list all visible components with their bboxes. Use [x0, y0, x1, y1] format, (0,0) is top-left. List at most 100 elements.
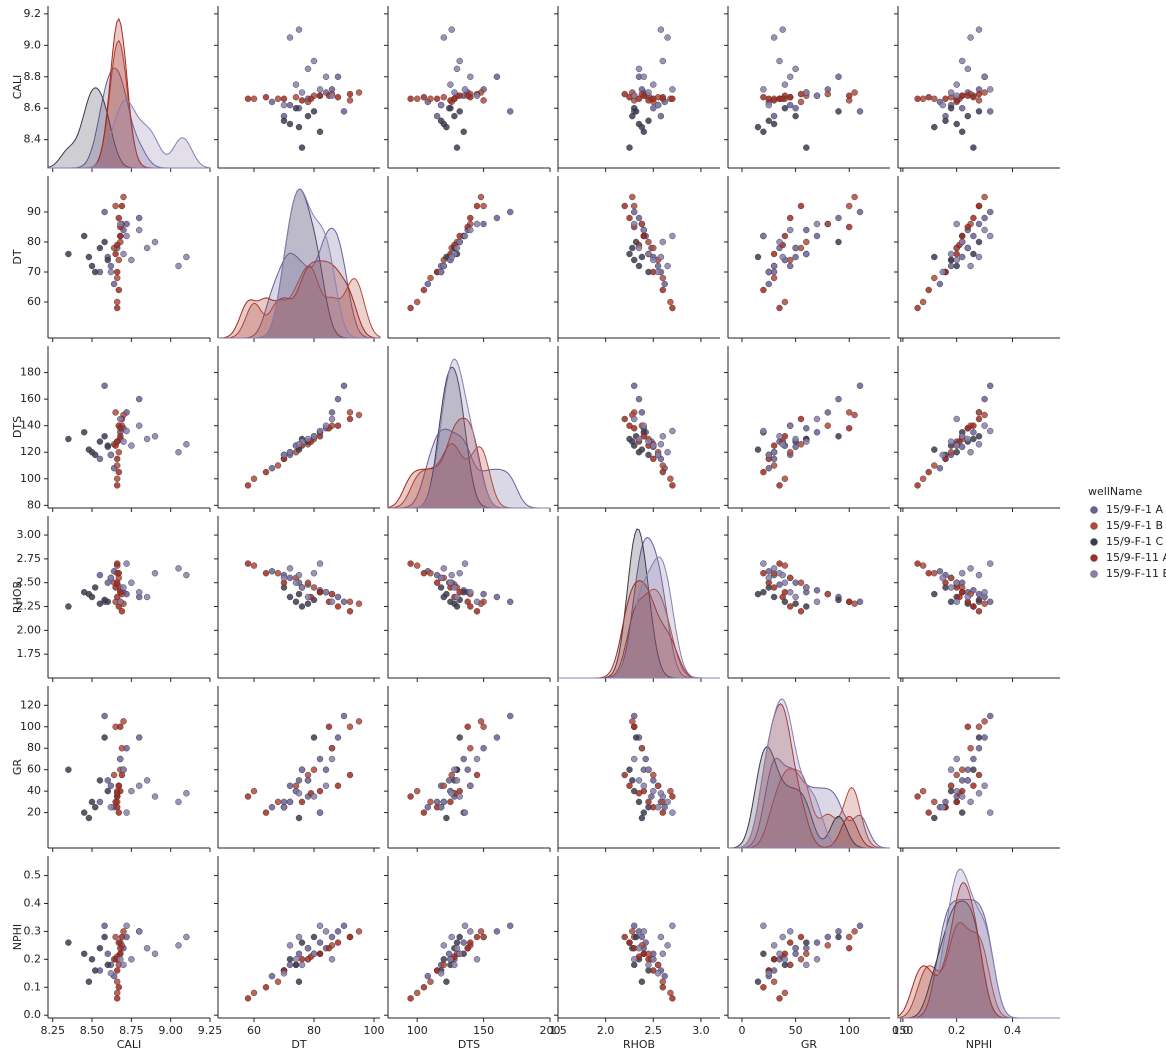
point	[987, 712, 994, 720]
point	[420, 570, 428, 577]
point	[113, 241, 121, 249]
point	[480, 933, 487, 941]
point	[322, 589, 330, 596]
y-tick-label: 2.50	[17, 576, 42, 589]
point	[467, 73, 474, 81]
point	[280, 95, 288, 103]
point	[654, 804, 662, 811]
point	[648, 793, 655, 800]
point	[650, 81, 657, 88]
point	[851, 600, 858, 607]
point	[659, 286, 666, 294]
point	[659, 274, 666, 282]
point	[657, 112, 665, 120]
point	[473, 956, 481, 963]
point	[824, 933, 831, 941]
point	[650, 771, 657, 779]
point	[175, 798, 182, 806]
point	[112, 798, 119, 806]
point	[286, 798, 294, 806]
point	[760, 86, 767, 93]
point	[123, 232, 130, 240]
point	[856, 598, 864, 605]
point	[414, 298, 421, 306]
point	[407, 560, 414, 567]
point	[947, 250, 955, 258]
point	[629, 112, 636, 120]
point	[456, 950, 463, 957]
point	[936, 280, 944, 288]
point	[440, 961, 447, 969]
y-axis-label: RHOB	[11, 581, 24, 613]
point	[851, 928, 858, 935]
point	[776, 560, 783, 567]
point	[346, 97, 354, 104]
point	[765, 101, 772, 109]
point	[654, 262, 662, 270]
point	[765, 970, 772, 977]
point	[456, 57, 463, 65]
point	[645, 238, 652, 246]
point	[334, 73, 342, 81]
point	[640, 92, 647, 99]
x-axis-label: RHOB	[623, 1038, 655, 1051]
point	[467, 589, 474, 596]
point	[407, 304, 414, 312]
point	[835, 933, 842, 941]
point	[629, 777, 636, 784]
x-tick-label: 8.50	[80, 1024, 105, 1037]
point	[440, 262, 447, 270]
point	[420, 93, 428, 101]
point	[981, 411, 988, 419]
point	[355, 89, 363, 96]
kde	[217, 260, 381, 339]
point	[96, 438, 104, 445]
point	[453, 65, 461, 73]
point	[770, 34, 778, 41]
point	[792, 112, 799, 120]
point	[787, 449, 794, 456]
point	[846, 945, 853, 952]
point	[779, 95, 786, 103]
point	[123, 922, 130, 929]
y-tick-label: 120	[20, 698, 41, 711]
point	[981, 600, 988, 607]
point	[128, 787, 135, 795]
point	[824, 422, 831, 429]
point	[447, 579, 454, 586]
point	[659, 809, 666, 816]
point	[754, 978, 762, 985]
point	[427, 95, 434, 103]
point	[779, 441, 786, 448]
point	[407, 995, 414, 1002]
panel	[894, 176, 1060, 342]
point	[328, 415, 336, 423]
point	[507, 208, 514, 216]
point	[295, 978, 303, 985]
point	[96, 455, 104, 463]
point	[626, 435, 633, 443]
point	[143, 593, 151, 601]
point	[645, 438, 652, 445]
point	[443, 814, 450, 822]
point	[135, 422, 143, 429]
point	[80, 809, 88, 816]
point	[96, 777, 104, 784]
point	[328, 956, 336, 963]
point	[650, 787, 657, 795]
panel	[384, 516, 551, 682]
point	[460, 939, 467, 946]
point	[919, 562, 927, 569]
point	[659, 462, 666, 469]
point	[669, 922, 676, 929]
point	[461, 809, 469, 816]
point	[340, 108, 348, 115]
point	[334, 939, 342, 946]
point	[448, 790, 455, 797]
point	[328, 598, 336, 605]
point	[645, 798, 652, 806]
point	[975, 238, 983, 246]
point	[328, 409, 336, 416]
point	[931, 590, 938, 598]
point	[626, 250, 633, 258]
